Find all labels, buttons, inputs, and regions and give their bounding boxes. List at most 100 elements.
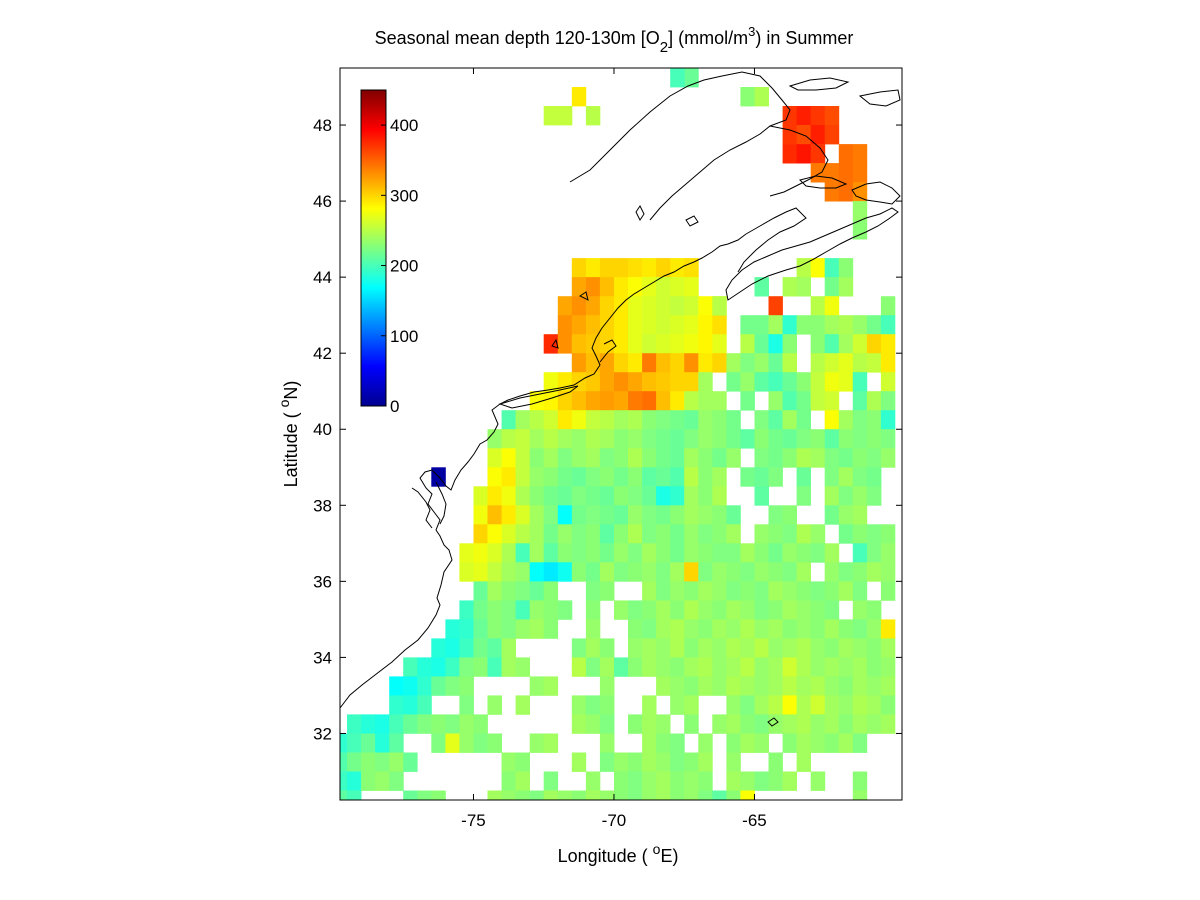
heatmap-cell [698,581,713,601]
heatmap-cell [824,562,840,582]
heatmap-cell [487,695,502,715]
heatmap-cell [628,524,643,544]
heatmap-cell [768,410,783,430]
heatmap-cell [501,657,516,677]
heatmap-cell [361,771,376,791]
heatmap-cell [754,676,769,696]
heatmap-cell [340,752,348,772]
heatmap-cell [543,429,559,449]
heatmap-cell [684,600,699,620]
heatmap-cell [543,600,559,620]
heatmap-cell [656,524,671,544]
plot-area [339,67,903,801]
heatmap-cell [642,372,657,392]
heatmap-cell [642,277,657,297]
heatmap-cell [431,733,446,753]
heatmap-cell [487,562,502,582]
heatmap-cell [543,372,559,392]
heatmap-cell [585,467,601,487]
heatmap-cell [824,353,840,373]
heatmap-cell [684,657,699,677]
heatmap-cell [684,429,699,449]
heatmap-cell [712,562,727,582]
heatmap-cell [768,505,783,525]
heatmap-cell [852,182,868,202]
heatmap-cell [599,714,615,734]
heatmap-cell [585,296,601,316]
heatmap-cell [642,353,657,373]
heatmap-cell [852,144,868,164]
heatmap-cell [529,467,545,487]
heatmap-cell [684,467,699,487]
heatmap-cell [866,600,882,620]
heatmap-cell [768,619,783,639]
heatmap-cell [599,467,615,487]
heatmap-cell [614,258,629,278]
heatmap-cell [614,790,629,801]
heatmap-cell [726,752,741,772]
heatmap-cell [796,581,811,601]
heatmap-cell [740,695,755,715]
heatmap-cell [726,581,741,601]
heatmap-cell [740,562,755,582]
heatmap-cell [712,638,727,658]
heatmap-cell [768,752,783,772]
heatmap-cell [642,752,657,772]
heatmap-cell [866,391,882,411]
heatmap-cell [852,714,868,734]
heatmap-cell [670,467,685,487]
heatmap-cell [628,600,643,620]
heatmap-cell [656,771,671,791]
heatmap-cell [501,771,516,791]
heatmap-cell [684,486,699,506]
heatmap-cell [543,391,559,411]
heatmap-cell [628,505,643,525]
heatmap-cell [403,695,418,715]
heatmap-cell [585,486,601,506]
heatmap-cell [796,486,811,506]
heatmap-cell [543,448,559,468]
heatmap-cell [501,429,516,449]
heatmap-cell [838,163,854,183]
heatmap-cell [754,372,769,392]
heatmap-cell [599,505,615,525]
heatmap-cell [656,752,671,772]
heatmap-cell [628,657,643,677]
heatmap-cell [754,562,769,582]
heatmap-cell [642,467,657,487]
heatmap-cell [726,410,741,430]
heatmap-cell [614,524,629,544]
heatmap-cell [810,391,826,411]
heatmap-cell [754,334,769,354]
heatmap-cell [782,695,797,715]
heatmap-cell [698,315,713,335]
heatmap-cell [754,410,769,430]
heatmap-cell [670,581,685,601]
heatmap-cell [866,695,882,715]
heatmap-cell [880,695,896,715]
heatmap-cell [571,277,587,297]
heatmap-cell [866,619,882,639]
heatmap-cell [726,657,741,677]
heatmap-cell [796,752,811,772]
heatmap-cell [852,163,868,183]
heatmap-cell [768,448,783,468]
heatmap-cell [529,619,545,639]
heatmap-cell [656,638,671,658]
heatmap-cell [670,429,685,449]
heatmap-cell [571,638,587,658]
heatmap-cell [824,733,840,753]
heatmap-cell [782,277,797,297]
heatmap-cell [754,315,769,335]
heatmap-cell [838,562,854,582]
heatmap-cell [529,429,545,449]
heatmap-cell [684,410,699,430]
heatmap-cell [740,315,755,335]
heatmap-cell [810,353,826,373]
heatmap-cell [670,543,685,563]
heatmap-cell [838,524,854,544]
heatmap-cell [726,448,741,468]
heatmap-cell [585,372,601,392]
heatmap-cell [543,676,559,696]
heatmap-cell [698,600,713,620]
